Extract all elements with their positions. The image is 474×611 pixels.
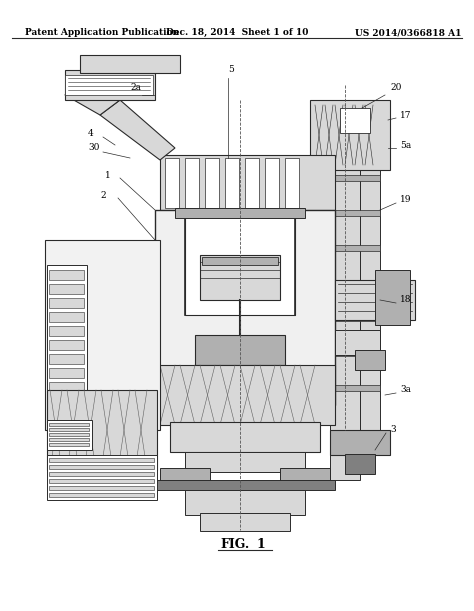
Bar	[49, 312, 84, 322]
Bar	[280, 468, 330, 483]
Bar	[165, 158, 179, 208]
Text: 1: 1	[257, 538, 266, 551]
Circle shape	[235, 303, 245, 313]
Text: 19: 19	[400, 196, 411, 205]
Bar	[49, 458, 154, 462]
Bar	[330, 140, 380, 146]
Bar	[185, 158, 199, 208]
Polygon shape	[100, 100, 175, 160]
Bar	[202, 257, 278, 265]
Bar	[49, 382, 84, 392]
Bar	[175, 208, 305, 218]
Text: Dec. 18, 2014  Sheet 1 of 10: Dec. 18, 2014 Sheet 1 of 10	[166, 28, 308, 37]
Circle shape	[347, 122, 363, 138]
Text: 30: 30	[88, 144, 100, 153]
Text: 2: 2	[100, 191, 106, 200]
Bar	[49, 396, 84, 406]
Bar	[49, 479, 154, 483]
Circle shape	[108, 333, 122, 347]
Bar	[330, 245, 380, 251]
Text: 3: 3	[390, 425, 396, 434]
Bar	[49, 428, 89, 431]
Bar	[49, 493, 154, 497]
Bar	[155, 480, 335, 490]
Bar	[225, 158, 239, 208]
Bar	[375, 270, 410, 325]
Bar	[49, 465, 154, 469]
Bar	[360, 120, 380, 440]
Bar	[49, 423, 89, 426]
Text: FIG.: FIG.	[220, 538, 249, 551]
Text: Patent Application Publication: Patent Application Publication	[25, 28, 179, 37]
Bar	[49, 443, 89, 446]
Bar	[330, 100, 360, 480]
Bar	[330, 385, 380, 391]
Text: 4: 4	[88, 128, 94, 137]
Bar	[310, 100, 390, 170]
Bar	[330, 430, 390, 455]
Text: 5a: 5a	[400, 141, 411, 150]
Text: 2a: 2a	[130, 84, 141, 92]
Text: 20: 20	[390, 84, 401, 92]
Bar	[49, 433, 89, 436]
Bar	[330, 210, 380, 216]
Bar	[185, 215, 295, 315]
Bar	[345, 454, 375, 474]
Bar	[335, 280, 415, 320]
Bar	[285, 158, 299, 208]
Bar	[47, 265, 87, 415]
Bar	[47, 455, 157, 500]
Text: US 2014/0366818 A1: US 2014/0366818 A1	[356, 28, 462, 37]
Bar	[47, 420, 92, 450]
Bar	[200, 513, 290, 531]
Text: 17: 17	[400, 111, 411, 120]
Bar	[330, 315, 380, 321]
Bar	[355, 350, 385, 370]
Bar	[160, 155, 335, 210]
Bar	[49, 326, 84, 336]
Bar	[155, 365, 335, 425]
Bar	[45, 240, 160, 430]
Bar	[49, 438, 89, 441]
Polygon shape	[65, 80, 120, 115]
Bar	[330, 350, 380, 356]
Bar	[65, 70, 155, 100]
Bar	[265, 158, 279, 208]
Bar	[49, 270, 84, 280]
Bar	[330, 280, 380, 286]
Bar	[49, 486, 154, 490]
Bar	[330, 175, 380, 181]
Text: 5: 5	[228, 65, 234, 75]
Bar	[49, 368, 84, 378]
Bar	[49, 340, 84, 350]
Bar	[65, 75, 153, 95]
Text: 3a: 3a	[400, 386, 411, 395]
Circle shape	[226, 336, 254, 364]
Bar	[335, 330, 380, 355]
Bar	[49, 472, 154, 476]
Circle shape	[97, 322, 133, 358]
Bar	[160, 468, 210, 483]
Bar	[170, 422, 320, 452]
Bar	[245, 158, 259, 208]
Bar	[49, 284, 84, 294]
Text: 18: 18	[400, 296, 411, 304]
Circle shape	[73, 298, 157, 382]
Bar	[80, 55, 180, 73]
Bar	[155, 210, 335, 405]
Bar	[340, 108, 370, 133]
Bar	[49, 298, 84, 308]
Bar	[200, 255, 280, 300]
Bar	[195, 335, 285, 365]
Circle shape	[50, 275, 180, 405]
Bar	[47, 390, 157, 470]
Bar	[185, 452, 305, 472]
Bar	[49, 354, 84, 364]
Circle shape	[235, 345, 245, 355]
Bar	[185, 490, 305, 515]
Bar	[205, 158, 219, 208]
Text: 1: 1	[105, 170, 111, 180]
